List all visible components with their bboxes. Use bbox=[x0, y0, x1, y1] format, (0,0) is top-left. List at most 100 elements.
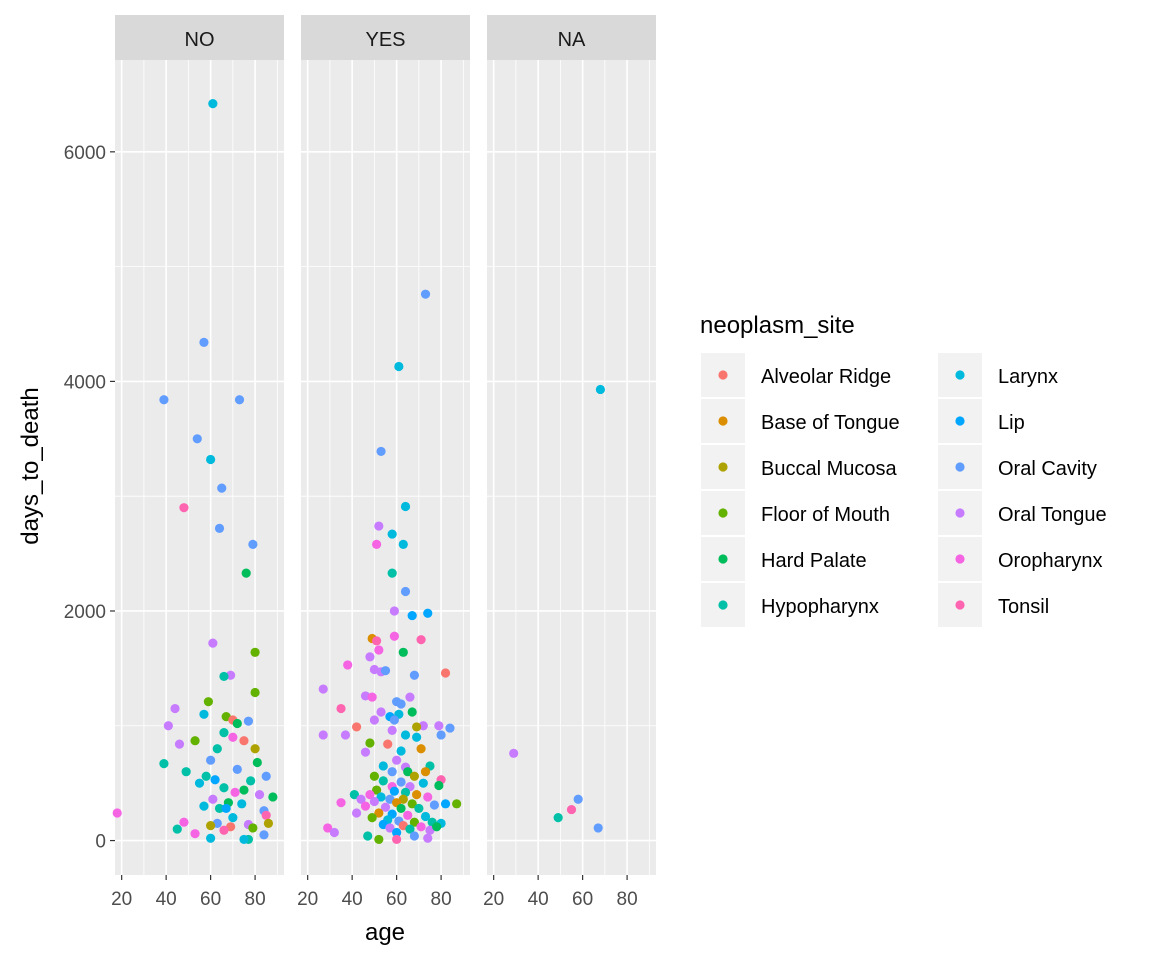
data-point bbox=[383, 739, 393, 749]
data-point bbox=[440, 799, 451, 809]
data-point bbox=[409, 831, 420, 841]
data-point bbox=[336, 703, 346, 714]
data-point bbox=[387, 529, 397, 539]
data-point bbox=[170, 703, 180, 714]
data-point bbox=[239, 736, 249, 746]
data-point bbox=[214, 803, 225, 814]
data-point bbox=[452, 799, 462, 809]
legend-item: Oral Tongue bbox=[938, 491, 1107, 535]
data-point bbox=[237, 799, 247, 809]
data-point bbox=[595, 384, 606, 395]
legend-item: Hard Palate bbox=[701, 537, 867, 581]
y-tick-label: 0 bbox=[95, 832, 106, 853]
legend-label: Alveolar Ridge bbox=[761, 366, 891, 388]
legend-label: Base of Tongue bbox=[761, 412, 900, 434]
data-point bbox=[219, 783, 229, 793]
legend-item: Larynx bbox=[938, 353, 1058, 397]
data-point bbox=[248, 823, 258, 833]
data-point bbox=[398, 539, 408, 550]
data-point bbox=[440, 668, 451, 678]
legend: neoplasm_site Alveolar Ridge Base of Tong… bbox=[700, 312, 1107, 627]
data-point bbox=[387, 568, 397, 578]
legend-key-point bbox=[718, 416, 728, 426]
data-point bbox=[206, 454, 216, 465]
data-point bbox=[172, 824, 182, 834]
data-point bbox=[407, 610, 417, 621]
x-tick-label: 80 bbox=[245, 889, 266, 910]
data-point bbox=[420, 767, 431, 777]
data-point bbox=[340, 730, 351, 740]
data-point bbox=[159, 395, 169, 405]
data-point bbox=[414, 803, 424, 814]
data-point bbox=[434, 780, 444, 791]
facet-panel-yes: YES 20 40 60 80 bbox=[297, 15, 470, 910]
legend-key-point bbox=[955, 554, 965, 564]
data-point bbox=[261, 771, 271, 781]
data-point bbox=[369, 715, 379, 725]
data-point bbox=[159, 759, 169, 769]
data-point bbox=[356, 794, 366, 804]
data-point bbox=[208, 794, 218, 804]
legend-key-point bbox=[955, 508, 965, 518]
data-point bbox=[221, 803, 231, 814]
data-point bbox=[553, 813, 563, 823]
y-tick-label: 6000 bbox=[64, 143, 106, 164]
data-point bbox=[365, 790, 375, 800]
data-point bbox=[396, 746, 406, 756]
facet-strip bbox=[301, 15, 470, 60]
legend-item: Lip bbox=[938, 399, 1025, 443]
data-point bbox=[432, 822, 442, 832]
data-point bbox=[243, 716, 254, 726]
data-point bbox=[248, 539, 258, 550]
y-tick-label: 2000 bbox=[64, 602, 106, 623]
legend-key-point bbox=[718, 554, 728, 564]
data-point bbox=[385, 823, 395, 833]
data-point bbox=[400, 586, 411, 597]
facet-panels: NO 20 40 60 80 YES 20 40 60 80 NA 20 40 60 80 bbox=[111, 15, 656, 910]
data-point bbox=[416, 635, 426, 645]
data-point bbox=[239, 785, 249, 795]
data-point bbox=[423, 608, 433, 618]
data-point bbox=[232, 718, 242, 729]
data-point bbox=[392, 834, 402, 845]
data-point bbox=[387, 725, 397, 735]
legend-label: Lip bbox=[998, 412, 1025, 434]
legend-label: Tonsil bbox=[998, 596, 1049, 618]
data-point bbox=[250, 744, 260, 754]
data-point bbox=[208, 99, 218, 109]
data-point bbox=[365, 652, 375, 662]
x-tick-label: 40 bbox=[342, 889, 363, 910]
data-point bbox=[369, 796, 379, 807]
legend-key-point bbox=[955, 462, 965, 472]
data-point bbox=[376, 792, 386, 802]
legend-item: Oral Cavity bbox=[938, 445, 1097, 489]
data-point bbox=[405, 692, 415, 702]
legend-item: Hypopharynx bbox=[701, 583, 879, 627]
x-tick-label: 60 bbox=[386, 889, 407, 910]
data-point bbox=[210, 775, 220, 785]
x-tick-label: 20 bbox=[297, 889, 318, 910]
x-tick-label: 80 bbox=[617, 889, 638, 910]
data-point bbox=[374, 808, 384, 818]
data-point bbox=[423, 833, 433, 843]
panel-background bbox=[301, 60, 470, 875]
data-point bbox=[412, 722, 422, 732]
facet-panel-na: NA 20 40 60 80 bbox=[483, 15, 656, 910]
data-point bbox=[365, 738, 375, 748]
facet-strip-label: NA bbox=[558, 29, 586, 51]
data-point bbox=[376, 446, 386, 457]
data-point bbox=[409, 670, 420, 680]
data-point bbox=[412, 790, 422, 800]
legend-item: Oropharynx bbox=[938, 537, 1103, 581]
data-point bbox=[372, 539, 382, 550]
data-point bbox=[194, 778, 205, 788]
data-point bbox=[407, 707, 417, 717]
data-point bbox=[259, 830, 269, 840]
data-point bbox=[374, 834, 384, 845]
legend-label: Larynx bbox=[998, 366, 1058, 388]
legend-label: Hard Palate bbox=[761, 550, 867, 572]
data-point bbox=[206, 755, 216, 765]
data-point bbox=[318, 730, 328, 740]
legend-label: Oral Tongue bbox=[998, 504, 1107, 526]
